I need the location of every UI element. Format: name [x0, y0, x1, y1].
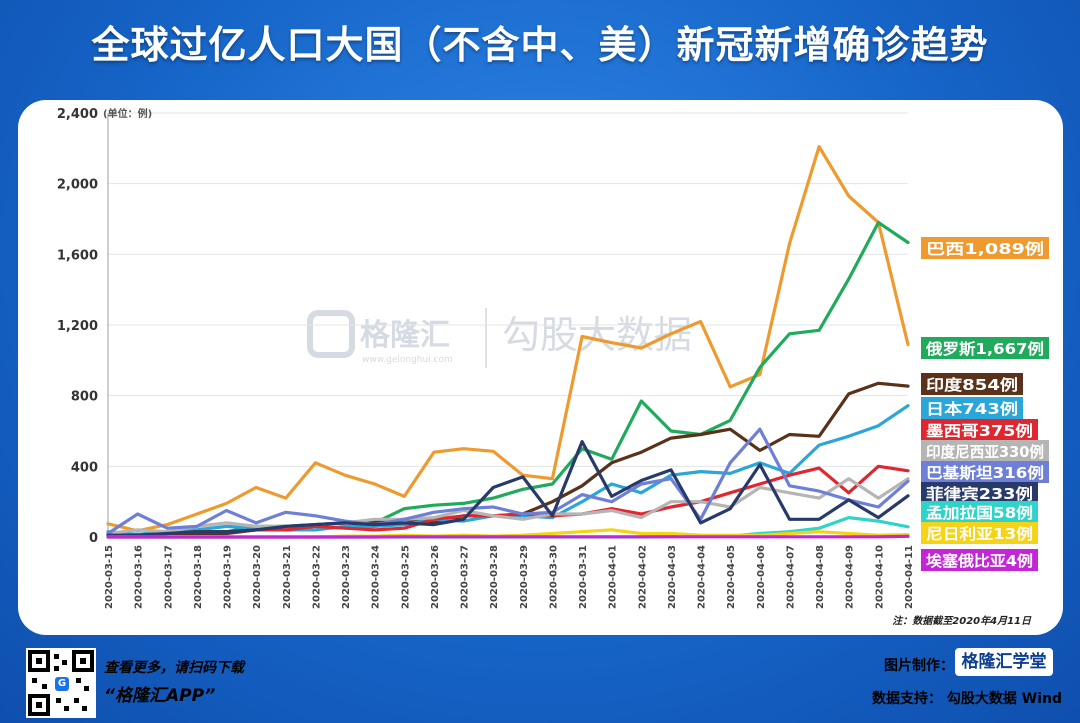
- page-title: 全球过亿人口大国（不含中、美）新冠新增确诊趋势: [91, 23, 989, 67]
- series-end-label: 墨西哥375例: [926, 422, 1033, 440]
- series-end-label-box: [921, 482, 1038, 504]
- y-tick-label: 2,000: [57, 178, 98, 193]
- series-line-埃塞俄比亚: [106, 534, 910, 539]
- y-unit-label: (单位：例): [103, 107, 152, 120]
- series-end-label-box: [921, 501, 1038, 523]
- qr-pattern-icon: [28, 650, 94, 716]
- series-end-label-box: [921, 419, 1038, 441]
- qr-code: G: [26, 648, 96, 718]
- footer-scan-text: 查看更多，请扫码下载: [104, 660, 244, 676]
- x-tick-label: 2020-03-23: [341, 545, 352, 609]
- data-note: 注：数据截至2020年4月11日: [892, 615, 1032, 627]
- x-tick-label: 2020-04-02: [637, 545, 648, 609]
- series-end-label-box: [921, 237, 1049, 259]
- series-end-label: 巴基斯坦316例: [926, 464, 1044, 482]
- y-tick-label: 1,600: [57, 248, 98, 263]
- watermark-logo-icon: [307, 310, 355, 358]
- x-tick-label: 2020-03-30: [548, 545, 559, 609]
- footer-data-source: 数据支持： 勾股大数据 Wind: [872, 691, 1062, 707]
- x-tick-label: 2020-03-26: [430, 545, 441, 609]
- series-end-label-box: [921, 549, 1038, 571]
- x-tick-label: 2020-04-01: [608, 545, 619, 609]
- x-tick-label: 2020-03-18: [193, 545, 204, 609]
- watermark-brand: 格隆汇: [360, 318, 450, 353]
- x-tick-label: 2020-03-24: [371, 545, 382, 609]
- series-end-label-box: [921, 440, 1049, 462]
- series-line-俄罗斯: [106, 220, 910, 537]
- series-end-label: 日本743例: [926, 400, 1018, 418]
- series-end-label: 巴西1,089例: [926, 240, 1044, 258]
- y-tick-label: 0: [89, 531, 98, 546]
- series-end-label-box: [921, 373, 1023, 395]
- x-tick-label: 2020-03-16: [134, 545, 145, 609]
- watermark-product: 勾股大数据: [502, 313, 692, 357]
- y-tick-label: 1,200: [57, 319, 98, 334]
- series-end-label: 尼日利亚13例: [926, 525, 1033, 543]
- watermark-url: www.gelonghui.com: [362, 355, 453, 365]
- x-tick-label: 2020-04-06: [756, 545, 767, 609]
- x-tick-label: 2020-03-31: [578, 545, 589, 609]
- series-end-label: 埃塞俄比亚4例: [926, 552, 1033, 570]
- series-line-巴基斯坦: [106, 427, 910, 536]
- app-logo-icon: G: [55, 677, 69, 691]
- x-tick-label: 2020-03-21: [282, 545, 293, 609]
- series-end-label: 孟加拉国58例: [926, 504, 1033, 522]
- x-tick-label: 2020-03-20: [252, 545, 263, 609]
- x-tick-label: 2020-04-07: [785, 545, 796, 609]
- series-end-label: 菲律宾233例: [926, 485, 1033, 503]
- series-end-label-box: [921, 461, 1049, 483]
- x-tick-label: 2020-03-19: [223, 545, 234, 609]
- x-tick-label: 2020-04-10: [874, 545, 885, 609]
- x-tick-label: 2020-03-15: [104, 545, 115, 609]
- footer-app-name: “格隆汇APP”: [104, 686, 216, 706]
- series-end-label: 印度854例: [926, 376, 1018, 394]
- x-tick-label: 2020-03-25: [400, 545, 411, 609]
- x-tick-label: 2020-04-04: [697, 545, 708, 609]
- series-line-巴西: [106, 144, 910, 533]
- series-end-label-box: [921, 337, 1049, 359]
- y-tick-label: 2,400: [57, 107, 98, 122]
- x-tick-label: 2020-04-05: [726, 545, 737, 609]
- x-tick-label: 2020-03-28: [489, 545, 500, 609]
- line-chart: 格隆汇 www.gelonghui.com 勾股大数据 0 400 800 1,200 1,6…: [57, 107, 1049, 627]
- x-tick-label: 2020-04-09: [845, 545, 856, 609]
- y-tick-label: 800: [71, 390, 98, 405]
- y-tick-label: 400: [71, 460, 98, 475]
- x-tick-label: 2020-03-17: [163, 545, 174, 609]
- footer-brand-logo: 格隆汇学堂: [955, 648, 1053, 676]
- x-tick-label: 2020-04-11: [904, 545, 915, 609]
- series-line-菲律宾: [106, 440, 910, 537]
- series-end-label-box: [921, 522, 1038, 544]
- chart-card: 格隆汇 www.gelonghui.com 勾股大数据 0 400 800 1,200 1,6…: [18, 100, 1063, 635]
- series-end-label: 印度尼西亚330例: [926, 443, 1044, 461]
- series-end-label: 俄罗斯1,667例: [925, 340, 1044, 358]
- footer-made-label: 图片制作：: [884, 658, 954, 674]
- x-tick-label: 2020-04-08: [815, 545, 826, 609]
- x-tick-label: 2020-03-29: [519, 545, 530, 609]
- x-tick-label: 2020-03-27: [460, 545, 471, 609]
- x-tick-label: 2020-04-03: [667, 545, 678, 609]
- x-tick-label: 2020-03-22: [311, 545, 322, 609]
- series-line-墨西哥: [106, 464, 910, 537]
- series-end-label-box: [921, 397, 1023, 419]
